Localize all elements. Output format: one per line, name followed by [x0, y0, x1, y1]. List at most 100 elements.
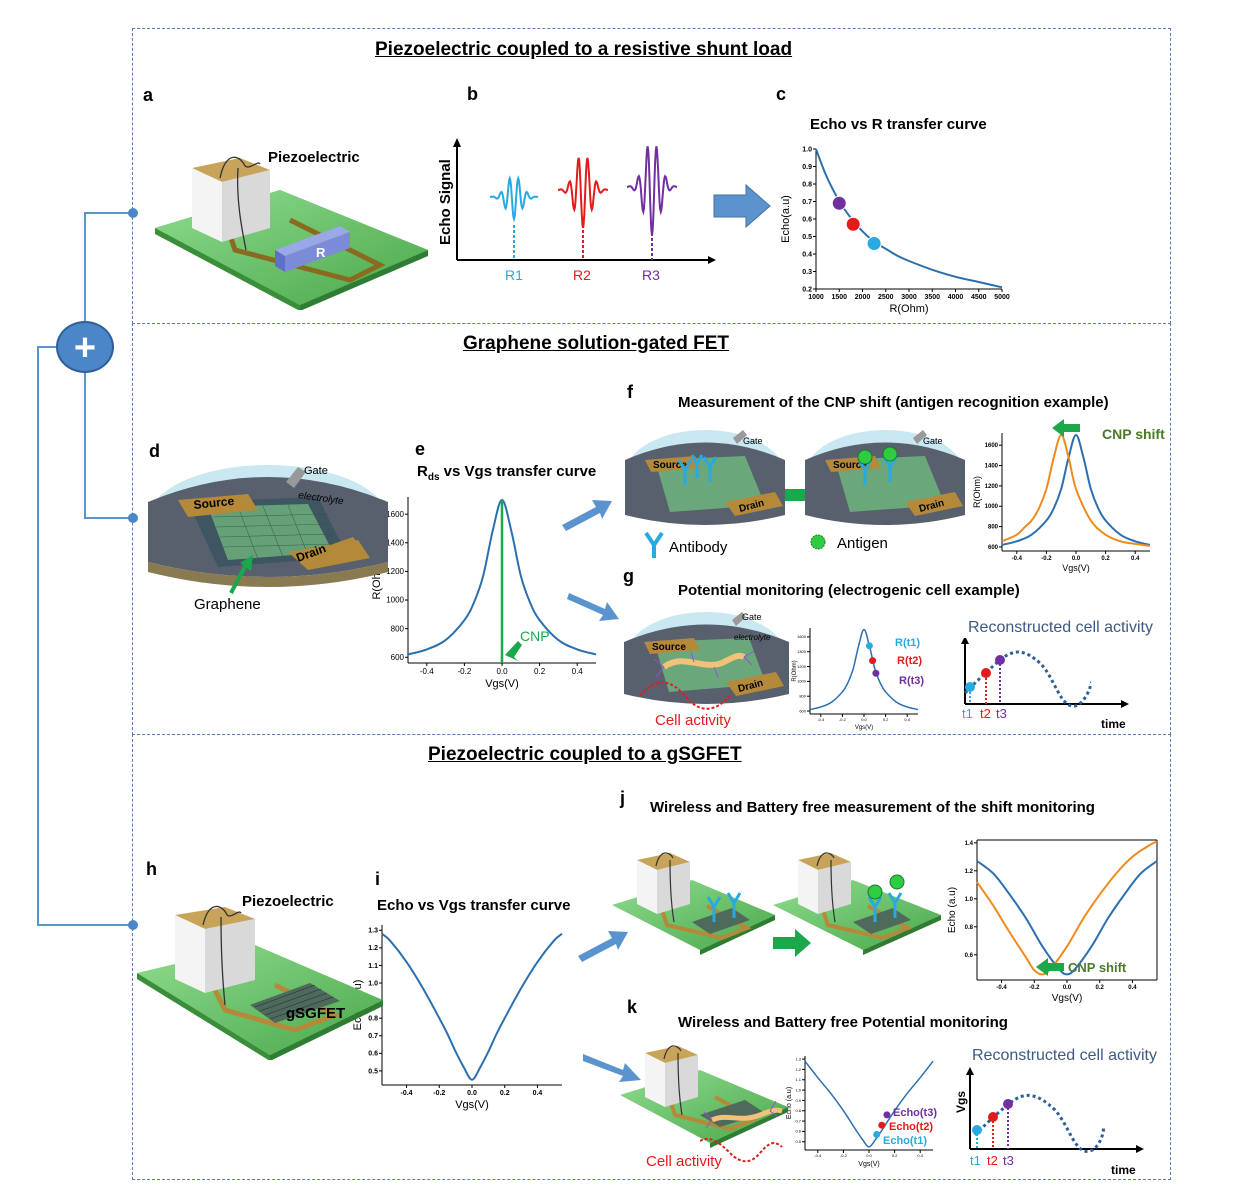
r2-label: R2: [573, 267, 591, 283]
reconstructed-label-g: Reconstructed cell activity: [968, 619, 1153, 636]
data-point-1: [865, 642, 873, 650]
echo-t2-label: Echo(t2): [889, 1121, 933, 1133]
x-tick-label: -0.4: [814, 1153, 822, 1158]
panel-letter-a: a: [143, 85, 154, 105]
cell-activity-wave-g: [640, 681, 731, 710]
gate-label-d: Gate: [304, 465, 328, 477]
y-tick-label: 0.6: [795, 1129, 801, 1134]
panel-letter-f: f: [627, 382, 633, 402]
series-line-1: [809, 628, 919, 711]
y-tick-label: 600: [799, 708, 806, 713]
y-tick-label: 0.7: [795, 1118, 801, 1123]
x-axis-label: Vgs(V): [1062, 563, 1090, 573]
graphene-fet-illustration: Source Drain electrolyte Gate: [148, 465, 388, 587]
caption-i: Echo vs Vgs transfer curve: [377, 897, 571, 914]
x-tick-label: 0.4: [904, 717, 910, 722]
caption-e: Rds vs Vgs transfer curve: [417, 463, 597, 483]
y-tick-label: 0.7: [802, 199, 812, 206]
x-tick-label: 0.4: [533, 1090, 543, 1097]
arrow-b-to-c: [713, 183, 771, 229]
x-axis-label: Vgs(V): [485, 678, 519, 690]
y-axis-label: R(Ohm): [972, 476, 982, 508]
x-tick-label: 1000: [808, 294, 824, 301]
y-axis-label: R(Ohm): [792, 660, 798, 681]
source-label-f2: Source: [833, 460, 867, 471]
x-axis-label: Vgs(V): [855, 725, 873, 731]
y-tick-label: 1.4: [965, 841, 974, 847]
y-tick-label: 1.0: [802, 146, 812, 153]
x-tick-label: -0.2: [433, 1090, 445, 1097]
r1-label: R1: [505, 267, 523, 283]
x-tick-label: 2000: [855, 294, 871, 301]
arrow-i-to-j: [578, 931, 628, 962]
piezoelectric-label-a: Piezoelectric: [268, 149, 360, 166]
cell-activity-label-k: Cell activity: [646, 1153, 722, 1170]
y-tick-label: 0.2: [802, 286, 812, 293]
echo-t1-label: Echo(t1): [883, 1135, 927, 1147]
cnp-shift-label-j: CNP shift: [1068, 960, 1127, 975]
cnp-shift-arrow-j: [1036, 958, 1064, 976]
panel-letter-g: g: [623, 566, 634, 586]
fet-antigen-illustration: Source Drain Gate: [805, 430, 965, 525]
cnp-label: CNP: [520, 628, 550, 644]
x-tick-label: 0.0: [1063, 985, 1072, 991]
y-tick-label: 1.2: [368, 945, 378, 952]
chart-echo-potential-monitoring: -0.4 -0.2 0.0 0.2 0.4 0.5 0.6 0.7 0.8 0.9 1.0 1.1 1.…: [786, 1056, 934, 1168]
y-axis-label: Echo(a.u): [780, 195, 792, 243]
y-tick-label: 600: [391, 653, 405, 662]
x-tick-label: -0.2: [839, 717, 847, 722]
chart-echo-cnp-shift: -0.4 -0.2 0.0 0.2 0.4 0.6 0.8 1.0 1.2 1.4 Vgs(V) Ec…: [947, 839, 1158, 1004]
data-point-3: [883, 1111, 891, 1119]
y-tick-label: 0.4: [802, 251, 812, 258]
x-axis-label: Vgs(V): [858, 1161, 879, 1168]
section-title-gsgfet: Piezoelectric coupled to a gSGFET: [428, 744, 742, 765]
source-label-g: Source: [652, 642, 686, 653]
data-point-2: [869, 657, 877, 665]
x-tick-label: 0.0: [496, 667, 508, 676]
echo-wave-r3: [626, 146, 678, 236]
section-title-resistive-shunt: Piezoelectric coupled to a resistive shu…: [375, 39, 793, 60]
x-axis-label: R(Ohm): [889, 303, 928, 315]
reconstructed-activity-k: Vgs: [955, 1067, 1144, 1153]
vgs-axis-label-k: Vgs: [955, 1091, 968, 1113]
series-line-1: [976, 860, 1158, 976]
resistor-label: R: [316, 245, 326, 260]
echo-signal-axis-label: Echo Signal: [437, 159, 454, 245]
echo-signal-panel: Echo Signal R1 R2 R3: [437, 138, 716, 283]
data-point-1: [873, 1131, 881, 1139]
series-line-1: [804, 1060, 934, 1148]
time-label-g: time: [1101, 717, 1126, 731]
x-tick-label: 0.0: [861, 717, 867, 722]
graphene-label: Graphene: [194, 596, 261, 613]
x-tick-label: -0.4: [420, 667, 434, 676]
y-tick-label: 600: [988, 545, 999, 551]
data-point-2: [845, 216, 861, 232]
t2-label-k: t2: [987, 1153, 998, 1168]
chart-cnp-shift: -0.4 -0.2 0.0 0.2 0.4 600 800 1000 1200 1400 1600 V…: [972, 433, 1151, 573]
gsgfet-label: gSGFET: [286, 1005, 346, 1022]
x-tick-label: 2500: [878, 294, 894, 301]
echo-wave-r1: [489, 175, 539, 223]
y-tick-label: 0.6: [802, 216, 812, 223]
series-line-2: [976, 840, 1158, 976]
panel-letter-c: c: [776, 84, 787, 104]
graphene-arrow: [229, 555, 253, 594]
y-tick-label: 1600: [797, 634, 807, 639]
cell-activity-label-g: Cell activity: [655, 712, 731, 729]
panel-letter-b: b: [467, 84, 478, 104]
arrow-e-to-g: [567, 593, 619, 621]
y-tick-label: 1200: [797, 664, 807, 669]
x-tick-label: -0.4: [996, 985, 1007, 991]
rt3-label: R(t3): [899, 675, 925, 687]
y-tick-label: 0.6: [368, 1051, 378, 1058]
panel-letter-k: k: [627, 997, 638, 1017]
chart-potential-monitoring: -0.4 -0.2 0.0 0.2 0.4 600 800 1000 1200 1400 1600 V…: [792, 628, 919, 731]
x-tick-label: -0.2: [458, 667, 472, 676]
caption-k: Wireless and Battery free Potential moni…: [678, 1014, 1008, 1031]
x-tick-label: -0.2: [1041, 556, 1052, 562]
x-tick-label: -0.4: [817, 717, 825, 722]
reconstructed-label-k: Reconstructed cell activity: [972, 1047, 1157, 1064]
caption-g: Potential monitoring (electrogenic cell …: [678, 582, 1020, 599]
y-tick-label: 1.0: [965, 897, 974, 903]
